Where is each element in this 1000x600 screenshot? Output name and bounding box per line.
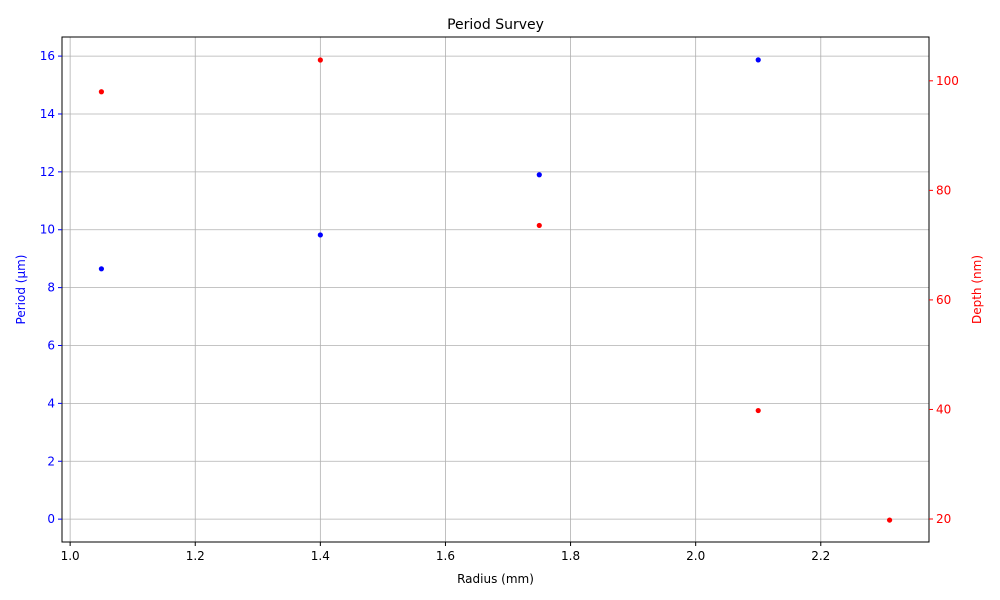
y2-tick-label: 60 <box>936 293 951 307</box>
x-axis-ticks: 1.0 1.2 1.4 1.6 1.8 2.0 2.2 <box>61 542 830 563</box>
y-axis-ticks: 0 2 4 6 8 10 12 14 16 <box>40 49 62 526</box>
y-tick-label: 16 <box>40 49 55 63</box>
grid <box>62 37 929 542</box>
depth-point <box>755 407 761 414</box>
y-tick-label: 8 <box>47 281 55 295</box>
period-point <box>317 232 323 238</box>
y2-tick-label: 40 <box>936 402 951 416</box>
data-points <box>98 57 893 523</box>
x-axis-label: Radius (mm) <box>457 572 534 586</box>
y-tick-label: 0 <box>47 512 55 526</box>
y2-axis-label: Depth (nm) <box>970 255 984 324</box>
y-axis-label: Period (µm) <box>14 255 28 325</box>
x-tick-label: 2.2 <box>811 549 830 563</box>
chart-title: Period Survey <box>447 17 544 33</box>
y2-tick-label: 20 <box>936 512 951 526</box>
depth-point <box>98 89 105 95</box>
depth-point <box>886 517 893 523</box>
y2-tick-label: 80 <box>936 183 951 197</box>
period-point <box>536 172 542 178</box>
x-tick-label: 1.0 <box>61 549 80 563</box>
y-tick-label: 4 <box>47 396 55 410</box>
period-point <box>755 57 761 63</box>
period-point <box>98 266 105 272</box>
x-tick-label: 1.6 <box>436 549 455 563</box>
y-tick-label: 14 <box>40 107 55 121</box>
plot-frame <box>61 36 930 543</box>
y-tick-label: 2 <box>47 454 55 468</box>
x-tick-label: 2.0 <box>686 549 705 563</box>
x-tick-label: 1.4 <box>311 549 330 563</box>
y-tick-label: 10 <box>40 223 55 237</box>
x-tick-label: 1.2 <box>186 549 205 563</box>
depth-point <box>317 57 323 63</box>
y-tick-label: 12 <box>40 165 55 179</box>
y-tick-label: 6 <box>47 338 55 352</box>
y2-tick-label: 100 <box>936 74 959 88</box>
depth-point <box>536 222 542 229</box>
y2-axis-ticks: 20 40 60 80 100 <box>929 74 959 526</box>
x-tick-label: 1.8 <box>561 549 580 563</box>
